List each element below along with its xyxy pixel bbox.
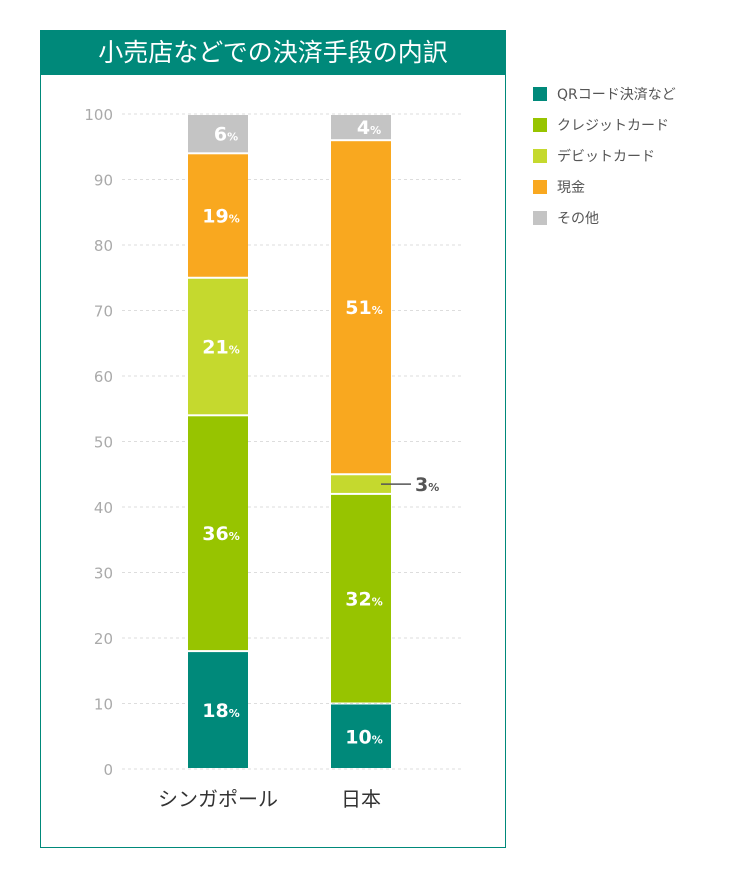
chart-title: 小売店などでの決済手段の内訳	[40, 30, 506, 75]
data-label: 3%	[415, 474, 439, 496]
bar-segment	[188, 278, 248, 415]
legend-swatch	[533, 210, 547, 225]
legend-label: 現金	[557, 179, 585, 196]
bar-segment	[188, 115, 248, 153]
category-label: シンガポール	[158, 787, 278, 811]
legend: QRコード決済など クレジットカード デビットカード 現金その他	[533, 78, 676, 233]
legend-label: QRコード決済など	[557, 86, 676, 103]
legend-label: デビットカード	[557, 148, 655, 165]
bar-segment	[188, 652, 248, 768]
category-label: 日本	[341, 787, 381, 811]
bar-segment	[331, 115, 391, 140]
y-tick-label: 60	[94, 368, 113, 386]
bar-segment	[331, 704, 391, 768]
y-tick-label: 0	[103, 761, 113, 779]
y-tick-label: 80	[94, 237, 113, 255]
y-tick-label: 50	[94, 434, 113, 452]
legend-item: デビットカード	[533, 140, 676, 171]
y-tick-label: 40	[94, 499, 113, 517]
bar-segment	[188, 154, 248, 277]
legend-item: クレジットカード	[533, 109, 676, 140]
legend-swatch	[533, 148, 547, 163]
y-tick-label: 20	[94, 630, 113, 648]
legend-item: その他	[533, 202, 676, 233]
y-tick-label: 30	[94, 565, 113, 583]
legend-label: クレジットカード	[557, 117, 669, 134]
y-tick-label: 100	[84, 106, 113, 124]
legend-item: 現金	[533, 171, 676, 202]
bar-segment	[331, 141, 391, 474]
y-tick-label: 70	[94, 303, 113, 321]
legend-swatch	[533, 117, 547, 132]
bar-segment	[331, 494, 391, 703]
legend-item: QRコード決済など	[533, 78, 676, 109]
y-tick-label: 10	[94, 696, 113, 714]
bar-segment	[331, 475, 391, 493]
legend-label: その他	[557, 210, 599, 227]
bar-segment	[188, 416, 248, 651]
legend-swatch	[533, 86, 547, 101]
legend-swatch	[533, 179, 547, 194]
y-tick-label: 90	[94, 172, 113, 190]
